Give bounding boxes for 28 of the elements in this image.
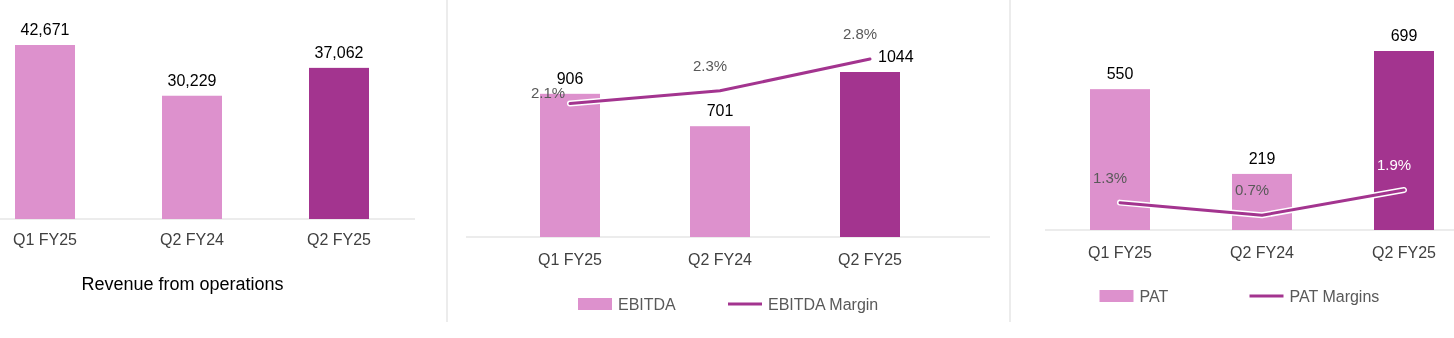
x-axis-title: Revenue from operations xyxy=(81,274,284,294)
data-label: 1.3% xyxy=(1092,168,1128,186)
x-tick-label: Q2 FY24 xyxy=(159,231,225,248)
data-label: 701 xyxy=(706,102,734,120)
data-label: 1044 xyxy=(878,48,914,65)
x-tick-label: Q1 FY25 xyxy=(1087,244,1153,261)
x-tick-label: Q1 FY25 xyxy=(12,231,78,248)
legend-label: EBITDA xyxy=(618,296,677,313)
legend-label: PAT xyxy=(1139,288,1169,305)
legend-label: PAT Margins xyxy=(1289,288,1380,305)
data-label: 906 xyxy=(556,69,584,87)
data-label: 30,229 xyxy=(167,71,217,89)
data-label: 2.8% xyxy=(842,25,878,42)
data-label: 550 xyxy=(1106,65,1134,83)
x-tick-label: Q2 FY24 xyxy=(1229,244,1295,261)
legend-label: EBITDA Margin xyxy=(768,296,879,313)
x-tick-label: Q2 FY25 xyxy=(837,251,903,268)
data-label: 1.9% xyxy=(1376,156,1412,173)
x-tick-label: Q2 FY25 xyxy=(306,231,372,248)
data-label: 0.7% xyxy=(1234,181,1270,199)
data-label: 219 xyxy=(1248,149,1276,167)
data-label: 2.3% xyxy=(692,56,728,74)
data-label: 699 xyxy=(1390,27,1418,44)
data-label: 42,671 xyxy=(20,21,70,38)
x-tick-label: Q2 FY24 xyxy=(687,251,753,268)
data-label: 37,062 xyxy=(314,43,364,61)
x-tick-label: Q2 FY25 xyxy=(1371,244,1437,261)
x-tick-label: Q1 FY25 xyxy=(537,251,603,268)
